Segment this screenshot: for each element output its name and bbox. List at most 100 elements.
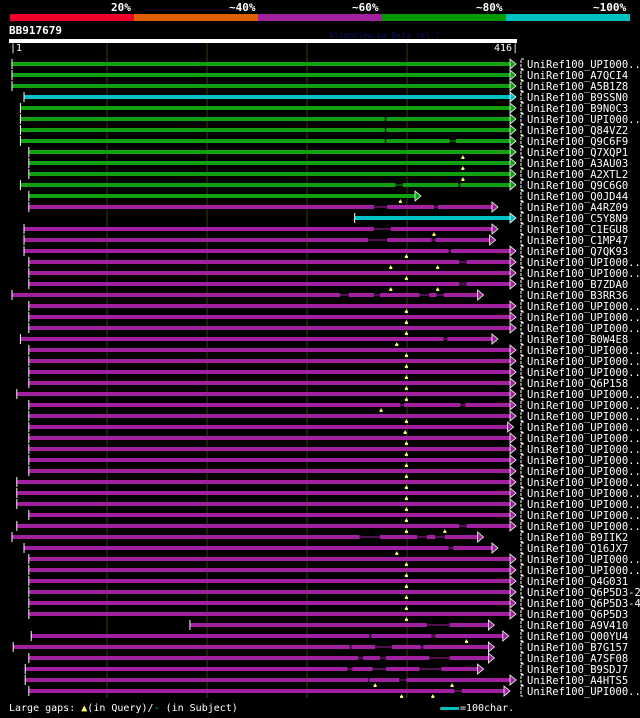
hit-label[interactable]: UniRef100_UPI000.. [527, 455, 640, 467]
hit-row[interactable]: UniRef100_A4RZ09 [28, 201, 628, 214]
hit-row[interactable]: UniRef100_Q6P5D3-4 [28, 597, 640, 610]
hit-label[interactable]: UniRef100_B0W4E8 [527, 334, 628, 346]
hit-label[interactable]: UniRef100_UPI000.. [527, 268, 640, 280]
hit-label[interactable]: UniRef100_UPI000.. [527, 686, 640, 698]
hit-row[interactable]: UniRef100_Q0JD44 [28, 190, 628, 203]
hit-row[interactable]: UniRef100_UPI000.. [28, 355, 640, 368]
hit-row[interactable]: UniRef100_UPI000.. [28, 311, 640, 324]
hit-label[interactable]: UniRef100_A5B1Z8 [527, 81, 628, 93]
hit-label[interactable]: UniRef100_Q00YU4 [527, 631, 628, 643]
hit-label[interactable]: UniRef100_Q6P5D3-2 [527, 587, 640, 599]
hit-label[interactable]: UniRef100_Q9C6G0 [527, 180, 628, 192]
hit-label[interactable]: UniRef100_UPI000.. [527, 389, 640, 401]
hit-row[interactable]: UniRef100_Q9C6F9 [19, 135, 628, 148]
hit-label[interactable]: UniRef100_Q6P158 [527, 378, 628, 390]
hit-row[interactable]: UniRef100_UPI000.. [16, 487, 640, 500]
hit-label[interactable]: UniRef100_A3AU03 [527, 158, 628, 170]
hit-label[interactable]: UniRef100_UPI000.. [527, 400, 640, 412]
hit-row[interactable]: UniRef100_Q9C6G0 [19, 179, 628, 192]
hit-row[interactable]: UniRef100_Q84VZ2 [19, 124, 628, 137]
hit-row[interactable]: UniRef100_C1MP47 [23, 234, 628, 247]
hit-row[interactable]: UniRef100_Q7QK93 [23, 245, 628, 258]
hit-row[interactable]: UniRef100_UPI000.. [11, 58, 640, 71]
hit-label[interactable]: UniRef100_A7SF08 [527, 653, 628, 665]
hit-label[interactable]: UniRef100_UPI000.. [527, 411, 640, 423]
hit-label[interactable]: UniRef100_A2XTL2 [527, 169, 628, 181]
hit-label[interactable]: UniRef100_UPI000.. [527, 422, 640, 434]
hit-row[interactable]: UniRef100_B9SDJ7 [24, 663, 628, 676]
hit-row[interactable]: UniRef100_A3AU03 [28, 157, 628, 170]
hit-row[interactable]: UniRef100_UPI000.. [28, 685, 640, 698]
hit-row[interactable]: UniRef100_UPI000.. [19, 113, 640, 126]
hit-row[interactable]: UniRef100_UPI000.. [28, 366, 640, 379]
hit-label[interactable]: UniRef100_C5Y8N9 [527, 213, 628, 225]
hit-row[interactable]: UniRef100_B9IIK2 [11, 531, 628, 544]
hit-row[interactable]: UniRef100_A2XTL2 [28, 168, 628, 181]
hit-label[interactable]: UniRef100_UPI000.. [527, 565, 640, 577]
hit-row[interactable]: UniRef100_UPI000.. [16, 520, 640, 533]
hit-row[interactable]: UniRef100_UPI000.. [28, 421, 640, 434]
hit-row[interactable]: UniRef100_Q00YU4 [30, 630, 628, 643]
hit-row[interactable]: UniRef100_UPI000.. [28, 509, 640, 522]
hit-label[interactable]: UniRef100_B9IIK2 [527, 532, 628, 544]
hit-row[interactable]: UniRef100_UPI000.. [28, 454, 640, 467]
hit-label[interactable]: UniRef100_A4HTS5 [527, 675, 628, 687]
hit-label[interactable]: UniRef100_Q7QK93 [527, 246, 628, 258]
hit-row[interactable]: UniRef100_A9V410 [189, 619, 628, 632]
hit-row[interactable]: UniRef100_C1EGU8 [23, 223, 628, 236]
hit-label[interactable]: UniRef100_UPI000.. [527, 444, 640, 456]
hit-row[interactable]: UniRef100_C5Y8N9 [354, 212, 628, 225]
hit-row[interactable]: UniRef100_UPI000.. [28, 267, 640, 280]
hit-label[interactable]: UniRef100_UPI000.. [527, 301, 640, 313]
hit-row[interactable]: UniRef100_UPI000.. [28, 564, 640, 577]
hit-label[interactable]: UniRef100_UPI000.. [527, 521, 640, 533]
hit-label[interactable]: UniRef100_Q4G031 [527, 576, 628, 588]
hit-label[interactable]: UniRef100_UPI000.. [527, 114, 640, 126]
hit-label[interactable]: UniRef100_Q9C6F9 [527, 136, 628, 148]
hit-row[interactable]: UniRef100_UPI000.. [16, 388, 640, 401]
hit-row[interactable]: UniRef100_UPI000.. [16, 498, 640, 511]
hit-label[interactable]: UniRef100_B9N0C3 [527, 103, 628, 115]
hit-label[interactable]: UniRef100_B7ZDA0 [527, 279, 628, 291]
hit-label[interactable]: UniRef100_A7QCI4 [527, 70, 628, 82]
hit-label[interactable]: UniRef100_C1MP47 [527, 235, 628, 247]
hit-row[interactable]: UniRef100_UPI000.. [16, 476, 640, 489]
hit-label[interactable]: UniRef100_UPI000.. [527, 367, 640, 379]
hit-label[interactable]: UniRef100_UPI000.. [527, 356, 640, 368]
hit-label[interactable]: UniRef100_Q6P5D3 [527, 609, 628, 621]
hit-row[interactable]: UniRef100_UPI000.. [28, 553, 640, 566]
hit-row[interactable]: UniRef100_B9SSN0 [23, 91, 628, 104]
hit-label[interactable]: UniRef100_UPI000.. [527, 477, 640, 489]
hit-label[interactable]: UniRef100_Q7XQP1 [527, 147, 628, 159]
hit-label[interactable]: UniRef100_UPI000.. [527, 59, 640, 71]
hit-row[interactable]: UniRef100_UPI000.. [28, 300, 640, 313]
hit-label[interactable]: UniRef100_UPI000.. [527, 257, 640, 269]
hit-row[interactable]: UniRef100_A4HTS5 [24, 674, 628, 687]
hit-row[interactable]: UniRef100_UPI000.. [28, 410, 640, 423]
hit-label[interactable]: UniRef100_B3RR36 [527, 290, 628, 302]
hit-label[interactable]: UniRef100_UPI000.. [527, 323, 640, 335]
hit-row[interactable]: UniRef100_B7ZDA0 [28, 278, 628, 291]
hit-row[interactable]: UniRef100_Q7XQP1 [28, 146, 628, 159]
hit-label[interactable]: UniRef100_UPI000.. [527, 433, 640, 445]
hit-label[interactable]: UniRef100_UPI000.. [527, 510, 640, 522]
hit-row[interactable]: UniRef100_UPI000.. [28, 256, 640, 269]
hit-row[interactable]: UniRef100_Q4G031 [28, 575, 628, 588]
hit-label[interactable]: UniRef100_B9SDJ7 [527, 664, 628, 676]
hit-label[interactable]: UniRef100_Q84VZ2 [527, 125, 628, 137]
hit-label[interactable]: UniRef100_UPI000.. [527, 466, 640, 478]
hit-row[interactable]: UniRef100_UPI000.. [28, 322, 640, 335]
hit-row[interactable]: UniRef100_B0W4E8 [19, 333, 628, 346]
hit-row[interactable]: UniRef100_A7QCI4 [11, 69, 628, 82]
hit-row[interactable]: UniRef100_B3RR36 [11, 289, 628, 302]
hit-label[interactable]: UniRef100_UPI000.. [527, 554, 640, 566]
hit-row[interactable]: UniRef100_Q6P5D3 [28, 608, 628, 621]
hit-label[interactable]: UniRef100_UPI000.. [527, 499, 640, 511]
hit-row[interactable]: UniRef100_UPI000.. [28, 443, 640, 456]
hit-label[interactable]: UniRef100_UPI000.. [527, 345, 640, 357]
hit-row[interactable]: UniRef100_A7SF08 [28, 652, 628, 665]
hit-label[interactable]: UniRef100_B7G157 [527, 642, 628, 654]
hit-label[interactable]: UniRef100_UPI000.. [527, 488, 640, 500]
hit-row[interactable]: UniRef100_UPI000.. [28, 432, 640, 445]
hit-row[interactable]: UniRef100_UPI000.. [28, 344, 640, 357]
